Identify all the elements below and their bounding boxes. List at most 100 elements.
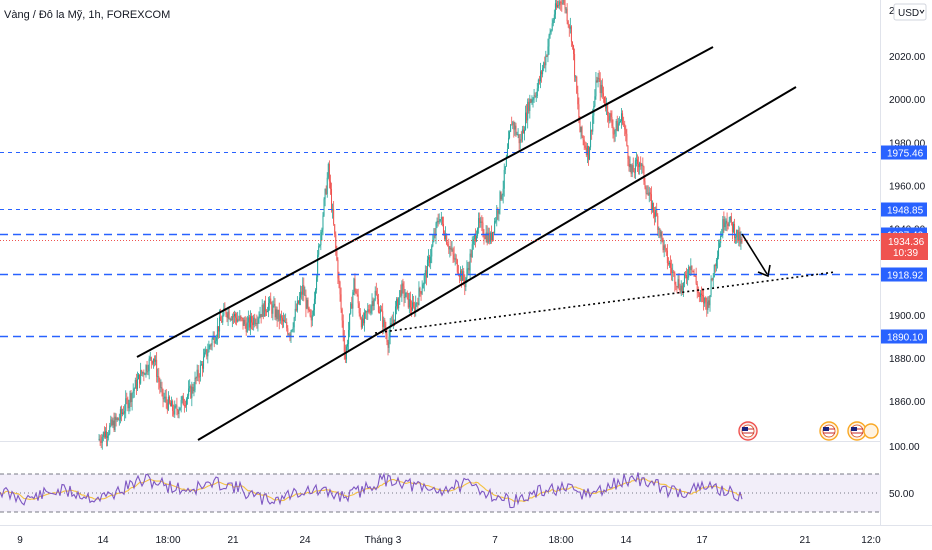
candle-body	[309, 310, 311, 317]
candle-body	[430, 256, 432, 263]
event-flag-usd-icon[interactable]	[819, 421, 839, 441]
candle-body	[271, 304, 273, 314]
candle-body	[231, 316, 233, 321]
candle-body	[100, 441, 102, 443]
candle-body	[592, 115, 594, 132]
event-flags[interactable]	[738, 421, 879, 441]
candle-body	[193, 389, 195, 391]
candle-body	[340, 294, 342, 310]
currency-selector[interactable]: USD	[893, 3, 927, 21]
candle-body	[259, 314, 261, 318]
candle-body	[682, 282, 684, 292]
candle-body	[691, 265, 693, 271]
candle-body	[473, 235, 475, 240]
channel-upper-line[interactable]	[136, 46, 714, 358]
candle-body	[254, 317, 256, 325]
candle-body	[631, 165, 633, 174]
candle-body	[146, 365, 148, 372]
candle-body	[348, 330, 350, 344]
candle-body	[403, 286, 405, 299]
rsi-pane[interactable]: 100.00 50.00	[0, 442, 920, 513]
candle-body	[574, 53, 576, 77]
candle-body	[633, 171, 635, 173]
candle-body	[471, 244, 473, 258]
candle-body	[424, 270, 426, 276]
time-tick-label: 9	[17, 535, 23, 546]
candle-body	[206, 349, 208, 357]
candle-body	[553, 14, 555, 21]
candle-body	[666, 250, 668, 264]
projection-arrow[interactable]	[741, 233, 768, 275]
event-flag-usd-icon[interactable]	[847, 421, 867, 441]
candle-body	[497, 210, 499, 214]
candle-body	[602, 93, 604, 97]
candle-body	[637, 159, 639, 164]
candle-body	[301, 291, 303, 295]
channel-lower-line[interactable]	[197, 86, 797, 441]
candle-body	[601, 84, 603, 94]
candle-body	[316, 277, 318, 290]
candle-body	[681, 285, 683, 292]
candle-body	[628, 158, 630, 168]
candle-body	[606, 104, 608, 109]
time-tick-label: 18:00	[548, 535, 573, 546]
candle-body	[399, 290, 401, 298]
candle-body	[577, 92, 579, 105]
candle-body	[208, 345, 210, 353]
candle-body	[372, 301, 374, 307]
candle-body	[168, 396, 170, 403]
candle-body	[720, 235, 722, 244]
candle-body	[318, 246, 320, 255]
candle-body	[428, 256, 430, 260]
trend-drawings[interactable]	[136, 46, 836, 441]
candle-body	[646, 193, 648, 195]
price-tick-label: 2000.00	[889, 95, 926, 106]
candle-body	[456, 259, 458, 273]
candle-body	[429, 256, 431, 263]
candle-body	[315, 289, 317, 299]
candle-body	[531, 99, 533, 103]
candle-body	[120, 409, 122, 415]
candle-body	[507, 137, 509, 149]
candle-body	[416, 302, 418, 304]
candle-body	[200, 364, 202, 366]
candle-body	[103, 432, 105, 438]
candle-body	[160, 387, 162, 389]
candle-body	[238, 319, 240, 321]
candle-body	[118, 419, 120, 421]
candle-body	[310, 316, 312, 321]
candle-body	[502, 188, 504, 196]
candle-body	[445, 234, 447, 239]
candle-body	[736, 229, 738, 238]
candle-body	[692, 270, 694, 272]
candle-body	[275, 309, 277, 318]
candle-body	[412, 302, 414, 311]
candle-body	[376, 294, 378, 300]
candle-body	[585, 147, 587, 156]
chevron-down-icon	[919, 9, 925, 14]
candle-body	[142, 372, 144, 374]
event-flag-usd-icon[interactable]	[738, 421, 758, 441]
candle-body	[643, 166, 645, 182]
candle-body	[369, 311, 371, 313]
candle-body	[243, 319, 245, 326]
candle-body	[334, 224, 336, 235]
candle-body	[102, 432, 104, 437]
candle-body	[299, 297, 301, 304]
time-tick-label: 18:00	[155, 535, 180, 546]
candle-body	[214, 340, 216, 344]
candle-body	[513, 122, 515, 130]
candle-body	[166, 402, 168, 410]
last-price-tag: 1934.36 10:39	[881, 233, 928, 260]
time-axis[interactable]: 9 14 18:00 21 24 Tháng 3 7 18:00 14 17 21 12:0	[17, 535, 881, 546]
candle-body	[132, 390, 134, 394]
dotted-support-line[interactable]	[374, 271, 836, 334]
candle-body	[622, 113, 624, 124]
symbol-title[interactable]: Vàng / Đô la Mỹ, 1h, FOREXCOM	[4, 9, 170, 21]
candle-body	[437, 220, 439, 223]
candle-body	[418, 288, 420, 305]
candle-body	[708, 300, 710, 306]
candle-body	[280, 315, 282, 318]
event-flag-more-icon[interactable]	[863, 423, 879, 439]
